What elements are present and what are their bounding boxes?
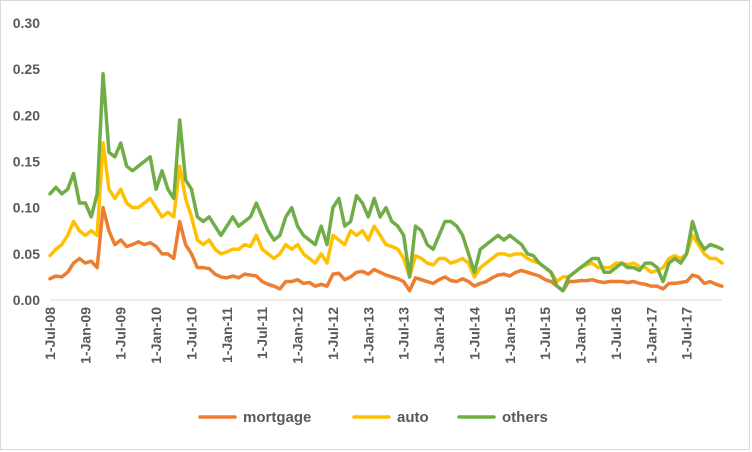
x-tick-label: 1-Jan-17 (643, 307, 659, 364)
y-tick-label: 0.05 (13, 246, 40, 262)
x-tick-label: 1-Jul-16 (608, 307, 624, 360)
x-tick-label: 1-Jan-09 (77, 307, 93, 364)
x-tick-label: 1-Jan-14 (431, 307, 447, 364)
y-tick-label: 0.10 (13, 200, 40, 216)
x-tick-label: 1-Jul-12 (325, 307, 341, 360)
x-tick-label: 1-Jan-13 (360, 307, 376, 364)
legend-label-auto: auto (397, 409, 429, 426)
x-tick-label: 1-Jan-11 (219, 307, 235, 363)
x-tick-label: 1-Jul-17 (679, 307, 695, 360)
series-layer (48, 72, 724, 293)
x-tick-label: 1-Jan-10 (148, 307, 164, 364)
y-axis: 0.00 0.05 0.10 0.15 0.20 0.25 0.30 (13, 15, 40, 308)
y-tick-label: 0.15 (13, 154, 40, 170)
legend-label-mortgage: mortgage (243, 409, 311, 426)
series-line-others (48, 72, 724, 293)
y-tick-label: 0.30 (13, 15, 40, 31)
x-tick-label: 1-Jul-11 (254, 307, 270, 359)
x-tick-label: 1-Jul-10 (183, 307, 199, 360)
x-tick-label: 1-Jul-09 (113, 307, 129, 360)
legend-label-others: others (502, 409, 548, 426)
x-tick-label: 1-Jul-14 (466, 307, 482, 360)
x-axis: 1-Jul-08 1-Jan-09 1-Jul-09 1-Jan-10 1-Jul-10… (42, 299, 722, 364)
x-tick-label: 1-Jan-12 (290, 307, 306, 364)
y-tick-label: 0.25 (13, 61, 40, 77)
series-line-auto (48, 141, 724, 284)
series-line-mortgage (48, 205, 724, 293)
x-tick-label: 1-Jan-15 (502, 307, 518, 364)
y-tick-label: 0.20 (13, 107, 40, 123)
x-tick-label: 1-Jul-15 (537, 307, 553, 360)
y-tick-label: 0.00 (13, 292, 40, 308)
x-tick-label: 1-Jan-16 (573, 307, 589, 364)
x-tick-label: 1-Jul-08 (42, 307, 58, 360)
legend: mortgage auto others (198, 409, 548, 426)
x-tick-label: 1-Jul-13 (396, 307, 412, 360)
